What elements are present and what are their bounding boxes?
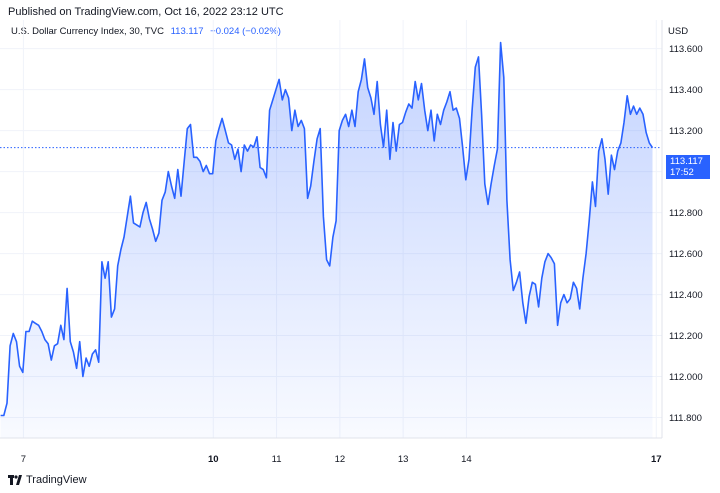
price-change: −0.024 (−0.02%) xyxy=(210,26,281,37)
x-tick-label: 7 xyxy=(21,454,26,465)
symbol-name: U.S. Dollar Currency Index, 30, TVC xyxy=(11,26,164,37)
y-tick-label: 111.800 xyxy=(669,413,702,424)
published-note: Published on TradingView.com, Oct 16, 20… xyxy=(8,6,284,18)
symbol-header: U.S. Dollar Currency Index, 30, TVC 113.… xyxy=(11,26,281,37)
x-tick-label: 13 xyxy=(398,454,409,465)
y-axis[interactable]: 111.800 112.000 112.200 112.400 112.600 112.8… xyxy=(669,44,703,424)
y-tick-label: 112.400 xyxy=(669,290,703,301)
x-tick-label: 11 xyxy=(272,454,282,465)
x-axis[interactable]: 7 10 11 12 13 14 17 xyxy=(21,454,662,465)
y-tick-label: 113.600 xyxy=(669,44,703,55)
x-tick-label: 14 xyxy=(461,454,472,465)
last-price-tag: 113.117 17:52 xyxy=(666,155,710,179)
brand-name: TradingView xyxy=(26,474,87,486)
x-tick-label: 17 xyxy=(651,454,662,465)
footer-brand[interactable]: TradingView xyxy=(8,474,87,486)
y-tick-label: 113.200 xyxy=(669,126,703,137)
last-price: 113.117 xyxy=(170,26,204,37)
last-price-tag-value: 113.117 xyxy=(670,156,703,167)
x-tick-label: 10 xyxy=(208,454,219,465)
y-tick-label: 113.400 xyxy=(669,85,703,96)
bar-countdown: 17:52 xyxy=(670,167,694,178)
y-tick-label: 112.600 xyxy=(669,249,703,260)
y-tick-label: 112.200 xyxy=(669,331,703,342)
currency-label: USD xyxy=(668,26,689,37)
price-area-fill xyxy=(0,42,653,438)
x-tick-label: 12 xyxy=(335,454,346,465)
y-tick-label: 112.800 xyxy=(669,208,703,219)
y-tick-label: 112.000 xyxy=(669,372,703,383)
price-line xyxy=(0,41,654,417)
tradingview-logo-icon xyxy=(8,475,22,485)
